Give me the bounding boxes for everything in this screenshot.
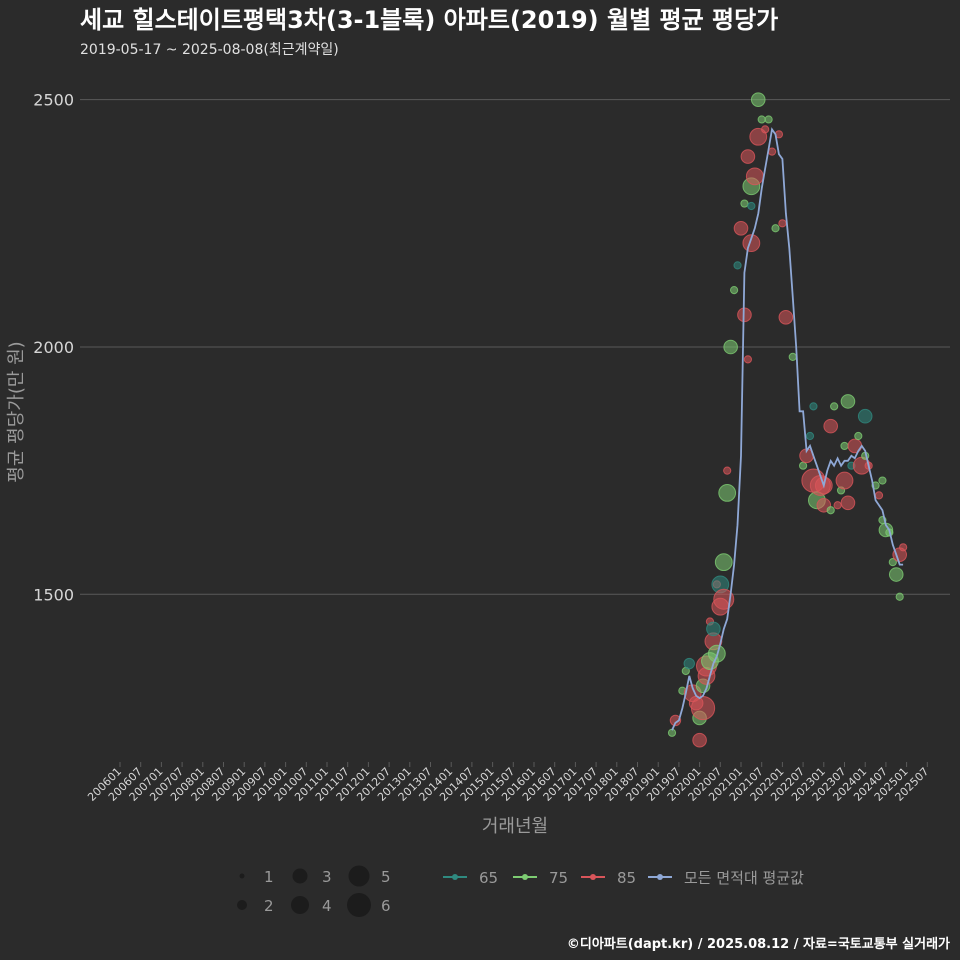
point-65: [733, 261, 742, 270]
point-75: [788, 352, 797, 361]
point-75: [730, 286, 739, 295]
point-65: [805, 431, 815, 441]
average-line: [671, 127, 904, 731]
point-75: [840, 394, 856, 409]
point-85: [778, 219, 787, 228]
size-legend-label: 4: [322, 897, 332, 915]
point-85: [692, 732, 707, 748]
point-75: [764, 115, 773, 124]
point-75: [771, 224, 780, 233]
y-axis-ticks: 1500 2000 2500: [33, 91, 74, 605]
point-85: [874, 491, 884, 500]
point-85: [690, 695, 716, 721]
x-axis-label: 거래년월: [482, 816, 548, 837]
point-75: [799, 461, 808, 470]
size-legend-label: 1: [264, 868, 274, 886]
size-legend-key: [348, 865, 370, 887]
point-75: [714, 553, 733, 572]
color-legend-dot: [590, 874, 596, 880]
point-85: [847, 438, 863, 454]
chart-subtitle: 2019-05-17 ~ 2025-08-08(최근계약일): [80, 42, 339, 58]
size-legend-key: [291, 896, 309, 914]
color-legend-label: 75: [549, 869, 568, 887]
point-85: [778, 310, 794, 325]
size-legend-key: [292, 868, 308, 884]
point-85: [899, 543, 908, 552]
point-75: [854, 431, 863, 441]
point-85: [767, 147, 777, 156]
x-axis-ticks: 2006012006072007012007072008012008072009…: [85, 762, 931, 804]
point-65: [747, 201, 756, 211]
point-85: [840, 495, 856, 511]
average-line-group: [671, 127, 904, 731]
color-legend-dot: [522, 874, 528, 880]
y-tick-label: 2500: [33, 91, 74, 110]
point-65: [809, 402, 818, 411]
point-85: [740, 149, 756, 164]
color-legend-dot: [657, 874, 663, 880]
point-65: [706, 621, 721, 637]
y-axis-label: 평균 평당가(만 원): [6, 341, 27, 482]
point-85: [742, 234, 761, 253]
point-75: [840, 441, 849, 451]
point-85: [749, 127, 768, 146]
point-65: [857, 408, 873, 424]
chart-title: 세교 힐스테이트평택3차(3-1블록) 아파트(2019) 월별 평균 평당가: [80, 6, 778, 34]
point-85: [669, 714, 682, 727]
color-legend-label: 모든 면적대 평균값: [684, 869, 804, 887]
point-75: [826, 506, 835, 515]
size-legend-key: [237, 900, 247, 910]
point-75: [723, 339, 738, 355]
point-75: [878, 476, 887, 485]
point-75: [750, 92, 766, 107]
size-legend-label: 6: [381, 897, 391, 915]
point-85: [761, 125, 770, 134]
data-points: [667, 92, 908, 748]
size-legend-key: [347, 893, 371, 917]
point-75: [830, 402, 839, 411]
grid-lines: [80, 99, 950, 595]
y-tick-label: 2000: [33, 338, 74, 357]
point-85: [833, 501, 842, 510]
point-85: [733, 220, 749, 236]
point-75: [895, 592, 904, 601]
footer-credit: ©디아파트(dapt.kr) / 2025.08.12 / 자료=국토교통부 실…: [567, 936, 950, 952]
size-legend-label: 5: [381, 868, 391, 886]
size-legend-key: [239, 873, 245, 879]
color-legend-dot: [452, 874, 458, 880]
point-85: [743, 355, 753, 364]
color-legend-label: 65: [479, 869, 498, 887]
y-tick-label: 1500: [33, 585, 74, 604]
point-75: [740, 199, 749, 208]
point-75: [888, 567, 904, 582]
size-legend-label: 3: [322, 868, 332, 886]
point-85: [745, 167, 764, 186]
size-legend: 1 2 3 4 5 6: [237, 865, 391, 917]
color-legend-label: 85: [617, 869, 636, 887]
point-75: [757, 115, 766, 124]
point-65: [683, 657, 695, 670]
point-75: [718, 484, 737, 502]
color-legend: 65 75 85 모든 면적대 평균값: [443, 869, 804, 887]
point-75: [888, 558, 897, 567]
size-legend-label: 2: [264, 897, 274, 915]
point-85: [835, 471, 854, 490]
point-85: [823, 418, 839, 434]
point-85: [723, 466, 732, 475]
